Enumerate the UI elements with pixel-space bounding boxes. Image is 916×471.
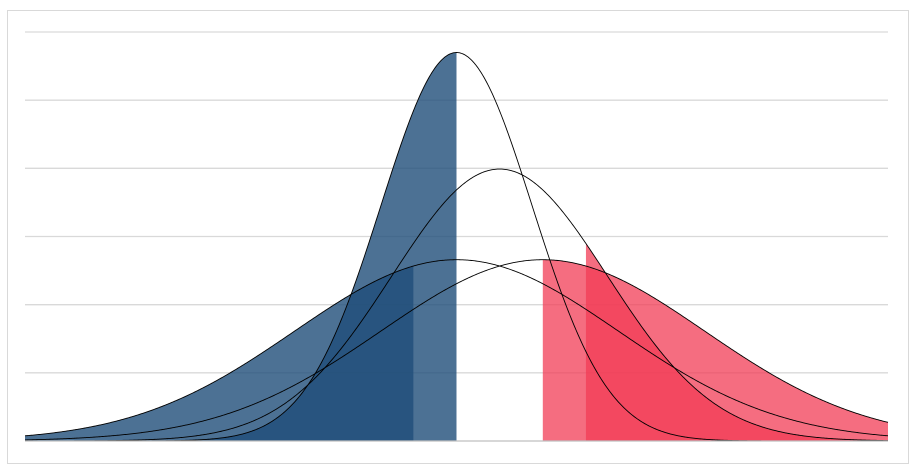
- chart-frame: [7, 10, 909, 464]
- curve-line-3: [24, 259, 889, 441]
- shaded-area-4-0: [585, 243, 888, 441]
- curve-line-1: [25, 168, 889, 442]
- shaded-area-2-0: [25, 266, 414, 441]
- chart-svg: [24, 31, 889, 442]
- shaded-areas: [25, 52, 888, 441]
- curve-line-2: [24, 259, 889, 437]
